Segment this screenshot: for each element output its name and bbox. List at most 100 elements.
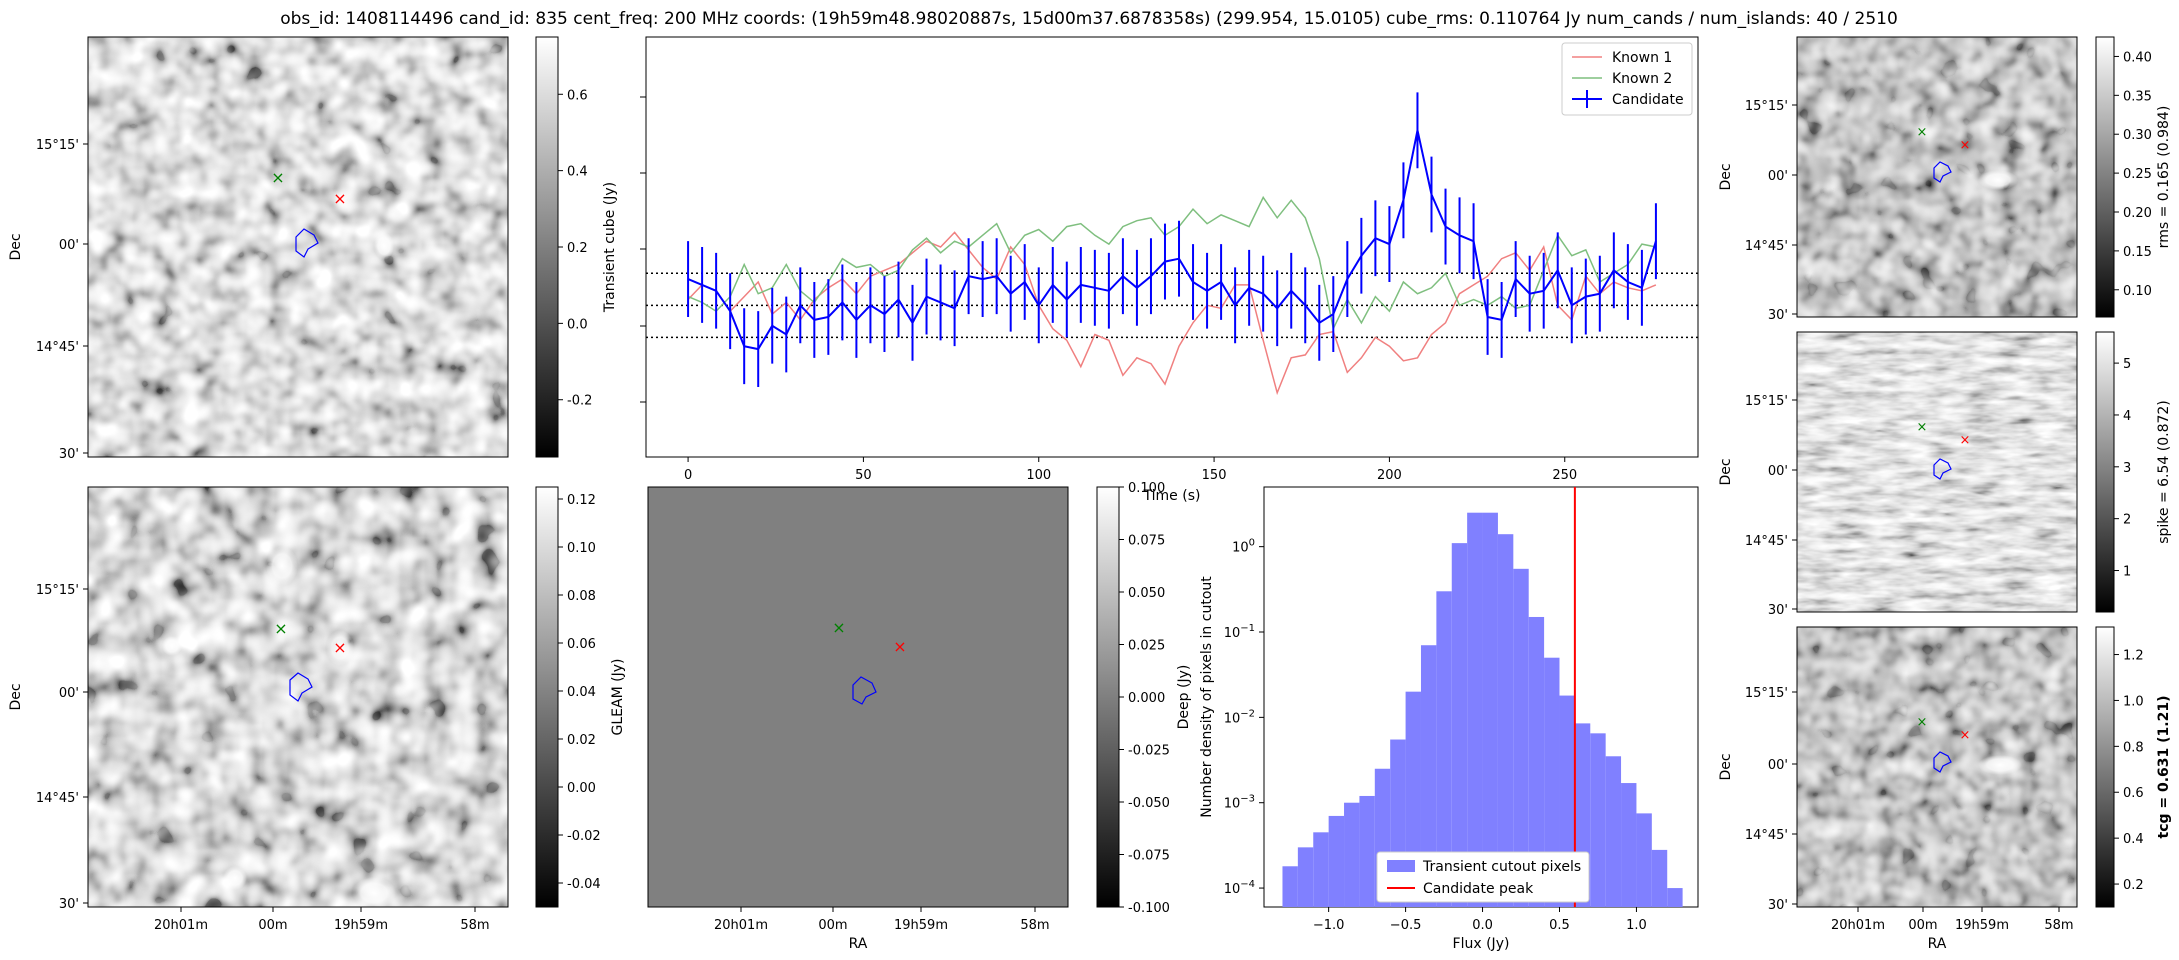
ylabel-rms: Dec — [1718, 163, 1734, 190]
histogram-bar — [1282, 866, 1298, 907]
dec-tick-label: 30' — [59, 447, 79, 462]
colorbar-tick-label: 0.2 — [567, 241, 588, 256]
hist-y-tick-label: 10−2 — [1224, 708, 1255, 726]
colorbar-tick-label: -0.050 — [1128, 796, 1170, 811]
hist-x-tick-label: 0.5 — [1549, 918, 1570, 933]
colorbar-tick-label: 0.6 — [567, 88, 588, 103]
ylabel-gleam: GLEAM (Jy) — [610, 659, 626, 736]
dec-tick-label: 14°45' — [1745, 828, 1788, 843]
marker-green: × — [1917, 125, 1928, 140]
histogram-bar — [1636, 813, 1652, 907]
legend-peak: Candidate peak — [1423, 881, 1534, 897]
ra-tick-label: 20h01m — [1831, 918, 1885, 933]
colorbar-tick-label: 0.06 — [567, 637, 596, 652]
dec-tick-label: 14°45' — [1745, 239, 1788, 254]
ra-tick-label: 58m — [460, 918, 489, 933]
colorbar-spike — [2095, 331, 2115, 613]
dec-tick-label: 14°45' — [36, 340, 79, 355]
lightcurve-axes — [645, 36, 1699, 458]
legend-candidate: Candidate — [1612, 92, 1684, 108]
histogram-ylabel: Number density of pixels in cutout — [1199, 576, 1215, 818]
colorbar-tick-label: 0.00 — [567, 781, 596, 796]
dec-tick-label: 00' — [59, 238, 79, 253]
marker-red: × — [1960, 433, 1971, 448]
panel-lightcurve: 0 50 100 150 200 250 Time (s) Known 1 Known 2… — [640, 36, 1699, 504]
histogram-bar — [1328, 815, 1345, 907]
colorbar-tick-label: -0.075 — [1128, 849, 1170, 864]
candidate-contour — [289, 672, 313, 702]
colorbar-tick-label: 0.35 — [2123, 89, 2152, 104]
marker-green: × — [1917, 715, 1928, 730]
colorbar-tick-label: 0.4 — [2123, 832, 2144, 847]
histogram-bar — [1497, 534, 1514, 907]
histogram-bar — [1528, 616, 1545, 907]
ra-tick-label: 58m — [1020, 918, 1049, 933]
legend-hist: Transient cutout pixels — [1422, 859, 1581, 875]
marker-green: × — [271, 168, 284, 187]
colorbar-rms — [2095, 36, 2115, 318]
lc-x-tick-label: 250 — [1552, 468, 1577, 483]
colorbar-tick-label: 0.050 — [1128, 586, 1165, 601]
lc-x-tick-label: 50 — [855, 468, 872, 483]
colorbar-tick-label: -0.025 — [1128, 744, 1170, 759]
colorbar-tick-label: 4 — [2123, 409, 2131, 424]
colorbar-tick-label: 0.0 — [567, 317, 588, 332]
colorbar-tick-label: 5 — [2123, 357, 2131, 372]
dec-tick-label: 15°15' — [36, 583, 79, 598]
colorbar-tick-label: 0.40 — [2123, 50, 2152, 65]
colorbar-tick-label: -0.02 — [567, 829, 601, 844]
legend-known1: Known 1 — [1612, 50, 1672, 66]
colorbar-tick-label: 0.20 — [2123, 206, 2152, 221]
colorbar-tick-label: 0.6 — [2123, 786, 2144, 801]
ra-tick-label: 00m — [258, 918, 287, 933]
histogram-bar — [1297, 847, 1314, 907]
dec-tick-label: 15°15' — [36, 138, 79, 153]
histogram-bar — [1590, 733, 1606, 907]
hist-y-tick-label: 10−3 — [1224, 794, 1255, 812]
ylabel-spike: Dec — [1718, 458, 1734, 485]
ra-tick-label: 19h59m — [334, 918, 388, 933]
colorbar-deep — [535, 486, 559, 908]
bright-source — [1978, 170, 2018, 190]
xlabel-tcg: RA — [1928, 936, 1947, 952]
ylabel-transient-cube: Dec — [8, 233, 24, 260]
histogram-xlabel: Flux (Jy) — [1453, 936, 1510, 952]
xlabel-gleam: RA — [849, 936, 868, 952]
colorbar-tick-label: 0.25 — [2123, 167, 2152, 182]
hist-x-tick-label: −0.5 — [1390, 918, 1422, 933]
histogram-bar — [1359, 795, 1375, 907]
series-candidate — [687, 130, 1657, 351]
dec-tick-label: 15°15' — [1745, 99, 1788, 114]
colorbar-label-tcg: tcg = 0.631 (1.21) — [2156, 696, 2172, 839]
panel-tcg: × × Dec 15°15' 00' 14°45' 30' 20h01m 00m 19h5… — [1718, 626, 2172, 952]
bright-source — [223, 866, 247, 890]
lightcurve-legend: Known 1 Known 2 Candidate — [1561, 42, 1693, 116]
histogram-bar — [1420, 645, 1437, 907]
bright-source — [352, 877, 396, 909]
panel-histogram: −1.0 −0.5 0.0 0.5 1.0 100 10−1 10−2 10−3 10−4 Fl… — [1199, 486, 1699, 952]
bright-source — [1978, 755, 2022, 775]
hist-x-tick-label: −1.0 — [1313, 918, 1345, 933]
histogram-bar — [1605, 756, 1622, 907]
dec-tick-label: 15°15' — [1745, 686, 1788, 701]
colorbar-label-rms: rms = 0.165 (0.984) — [2156, 106, 2172, 249]
panel-rms: × × Dec 15°15' 00' 14°45' 30' 0.40 0.35 0.30 0… — [1718, 36, 2172, 323]
dec-tick-label: 14°45' — [1745, 534, 1788, 549]
candidate-contour — [1933, 751, 1952, 773]
dec-tick-label: 00' — [59, 686, 79, 701]
colorbar-transient-cube — [535, 36, 559, 458]
colorbar-tick-label: 0.10 — [567, 541, 596, 556]
dec-tick-label: 30' — [1768, 308, 1788, 323]
dec-tick-label: 30' — [59, 897, 79, 912]
ra-tick-label: 00m — [1908, 918, 1937, 933]
ra-axis-deep: 20h01m 00m 19h59m 58m — [154, 907, 490, 933]
ra-tick-label: 19h59m — [894, 918, 948, 933]
marker-red: × — [1960, 138, 1971, 153]
colorbar-tick-label: -0.2 — [567, 394, 592, 409]
image-deep — [88, 487, 508, 907]
colorbar-tick-label: 0.000 — [1128, 691, 1165, 706]
image-spike — [1797, 332, 2077, 612]
colorbar-label-spike: spike = 6.54 (0.872) — [2156, 400, 2172, 544]
colorbar-tick-label: 0.4 — [567, 165, 588, 180]
